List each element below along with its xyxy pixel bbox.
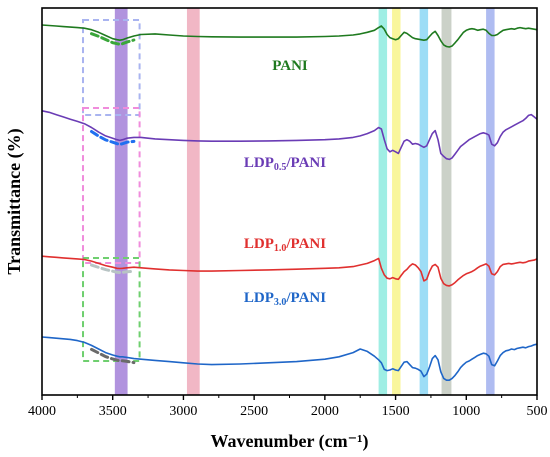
series-label-2: LDP1.0/PANI — [244, 236, 326, 254]
series-label-0: PANI — [272, 58, 308, 74]
series-line-3 — [41, 336, 538, 381]
x-tick-label: 3500 — [99, 404, 127, 419]
series-label-3: LDP3.0/PANI — [244, 290, 326, 308]
x-axis-ticks: 4000 3500 3000 2500 2000 1500 1000 500 — [28, 395, 548, 419]
series-label-1: LDP0.5/PANI — [244, 155, 326, 173]
x-tick-label: 1000 — [452, 404, 480, 419]
band-1590 — [378, 8, 388, 395]
x-tick-label: 500 — [527, 404, 548, 419]
dashed-curve-annotations — [90, 32, 136, 365]
x-tick-label: 3000 — [169, 404, 197, 419]
spectra-lines — [41, 24, 538, 381]
band-1140 — [441, 8, 452, 395]
x-tick-label: 4000 — [28, 404, 56, 419]
series-line-1 — [41, 110, 538, 161]
series-line-0 — [41, 24, 538, 48]
band-3440 — [114, 8, 128, 395]
band-1300 — [419, 8, 429, 395]
dashed-box-middle — [82, 107, 141, 264]
dashed-box-top — [82, 19, 141, 116]
dashed-hint-3 — [90, 347, 136, 365]
dashed-hint-2 — [90, 263, 136, 275]
dashed-hint-1 — [90, 130, 136, 146]
dashed-hint-0 — [90, 32, 136, 46]
x-tick-label: 1500 — [382, 404, 410, 419]
x-tick-label: 2000 — [311, 404, 339, 419]
series-line-2 — [41, 255, 538, 287]
band-830 — [486, 8, 495, 395]
band-1495 — [392, 8, 401, 395]
x-axis-title: Wavenumber (cm⁻¹) — [210, 431, 368, 452]
dashed-box-annotations — [82, 19, 141, 362]
series-labels: PANI LDP0.5/PANI LDP1.0/PANI LDP3.0/PANI — [244, 58, 326, 308]
x-tick-label: 2500 — [240, 404, 268, 419]
y-axis-title: Transmittance (%) — [4, 128, 25, 274]
absorption-bands — [114, 8, 495, 395]
band-2930 — [186, 8, 200, 395]
